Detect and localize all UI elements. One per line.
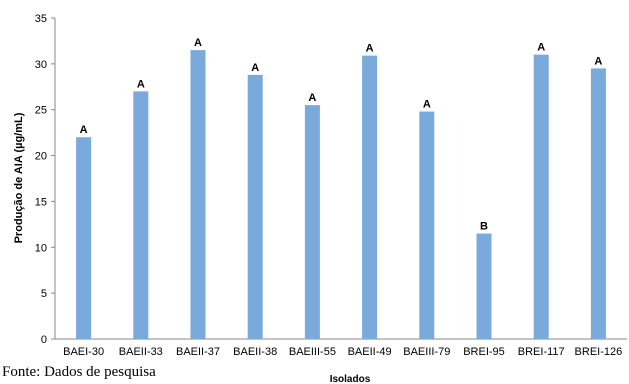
x-tick-label: BAEIII-55 [289,346,336,358]
bar-significance-label: A [80,124,88,136]
y-tick-label: 10 [35,242,47,254]
x-tick-label: BREI-126 [575,346,623,358]
bar [190,50,206,339]
y-axis-label: Produção de AIA (µg/mL) [13,112,25,243]
x-tick-label: BAEII-33 [119,346,163,358]
x-tick-label: BAEII-38 [233,346,277,358]
bar-group [76,50,606,340]
figure-caption: Fonte: Dados de pesquisa [2,364,156,380]
y-tick-label: 30 [35,59,47,71]
bar [533,54,549,339]
bar-significance-label: A [137,78,145,90]
bar [590,68,606,339]
x-tick-label: BREI-117 [518,346,565,358]
y-tick-label: 0 [41,334,47,346]
bar [247,74,263,339]
bar-significance-label: A [537,42,545,54]
bar [304,105,320,339]
bar-significance-label: A [308,92,316,104]
y-tick-label: 35 [35,13,47,25]
bar-significance-label: A [194,37,202,49]
y-tick-label: 20 [35,151,47,163]
y-tick-label: 5 [41,288,47,300]
bar-significance-label: A [366,43,374,55]
bar [76,137,92,339]
bar-significance-label: B [480,221,488,233]
bar [133,91,149,339]
y-tick-label: 15 [35,196,47,208]
x-tick-label: BAEII-49 [348,346,392,358]
bar-significance-label: A [423,99,431,111]
y-tick-label: 25 [35,105,47,117]
x-tick-label: BAEI-30 [63,346,104,358]
x-tick-group: BAEI-30 BAEII-33 BAEII-37 BAEII-38 BAEIII-55… [63,346,622,358]
bar-significance-label: A [594,55,602,67]
y-tick-group: 0 5 10 15 20 25 30 35 [35,13,55,346]
bar [476,233,492,339]
bar [362,55,378,340]
x-axis-label: Isolados [330,374,371,384]
bar-significance-label: A [251,62,259,74]
x-tick-label: BAEII-37 [176,346,220,358]
bar-label-group: A A A A A A A B A A [80,37,603,232]
x-tick-label: BREI-95 [463,346,505,358]
bar [419,111,435,339]
x-tick-label: BAEIII-79 [403,346,450,358]
